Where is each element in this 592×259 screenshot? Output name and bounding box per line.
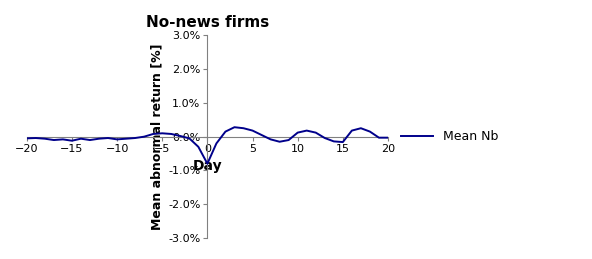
Mean Nb (375, 136, 382, 139)
Mean Nb (177, 134, 184, 138)
Mean Nb (366, 130, 374, 133)
Mean Nb (240, 127, 247, 130)
Y-axis label: Mean abnormal return [%]: Mean abnormal return [%] (151, 44, 164, 230)
Mean Nb (114, 138, 121, 141)
Mean Nb (204, 162, 211, 165)
Mean Nb (231, 126, 238, 129)
Mean Nb (50, 139, 57, 142)
Mean Nb (330, 140, 337, 143)
Mean Nb (358, 127, 365, 130)
Mean Nb (141, 135, 148, 138)
Mean Nb (267, 138, 274, 141)
Title: No-news firms: No-news firms (146, 15, 269, 30)
Mean Nb (41, 137, 49, 140)
Mean Nb (104, 136, 111, 140)
Mean Nb (32, 136, 39, 140)
Mean Nb (285, 139, 292, 142)
Mean Nb (213, 142, 220, 145)
Mean Nb (86, 139, 94, 142)
Mean Nb (186, 137, 193, 140)
X-axis label: Day: Day (192, 159, 222, 173)
Mean Nb (321, 136, 329, 140)
Mean Nb (294, 131, 301, 134)
Mean Nb (276, 140, 283, 143)
Mean Nb (195, 145, 202, 148)
Mean Nb (168, 132, 175, 135)
Legend: Mean Nb: Mean Nb (401, 130, 498, 143)
Mean Nb (159, 132, 166, 135)
Mean Nb (348, 129, 355, 132)
Mean Nb (384, 136, 391, 139)
Mean Nb (150, 132, 157, 135)
Mean Nb (123, 137, 130, 140)
Mean Nb (339, 141, 346, 144)
Mean Nb (303, 129, 310, 132)
Mean Nb (131, 136, 139, 140)
Mean Nb (249, 129, 256, 132)
Mean Nb (78, 137, 85, 140)
Mean Nb (68, 139, 75, 142)
Mean Nb (59, 138, 66, 141)
Mean Nb (222, 130, 229, 133)
Mean Nb (312, 131, 319, 134)
Line: Mean Nb: Mean Nb (27, 127, 388, 164)
Mean Nb (258, 133, 265, 136)
Mean Nb (95, 137, 102, 140)
Mean Nb (23, 137, 30, 140)
